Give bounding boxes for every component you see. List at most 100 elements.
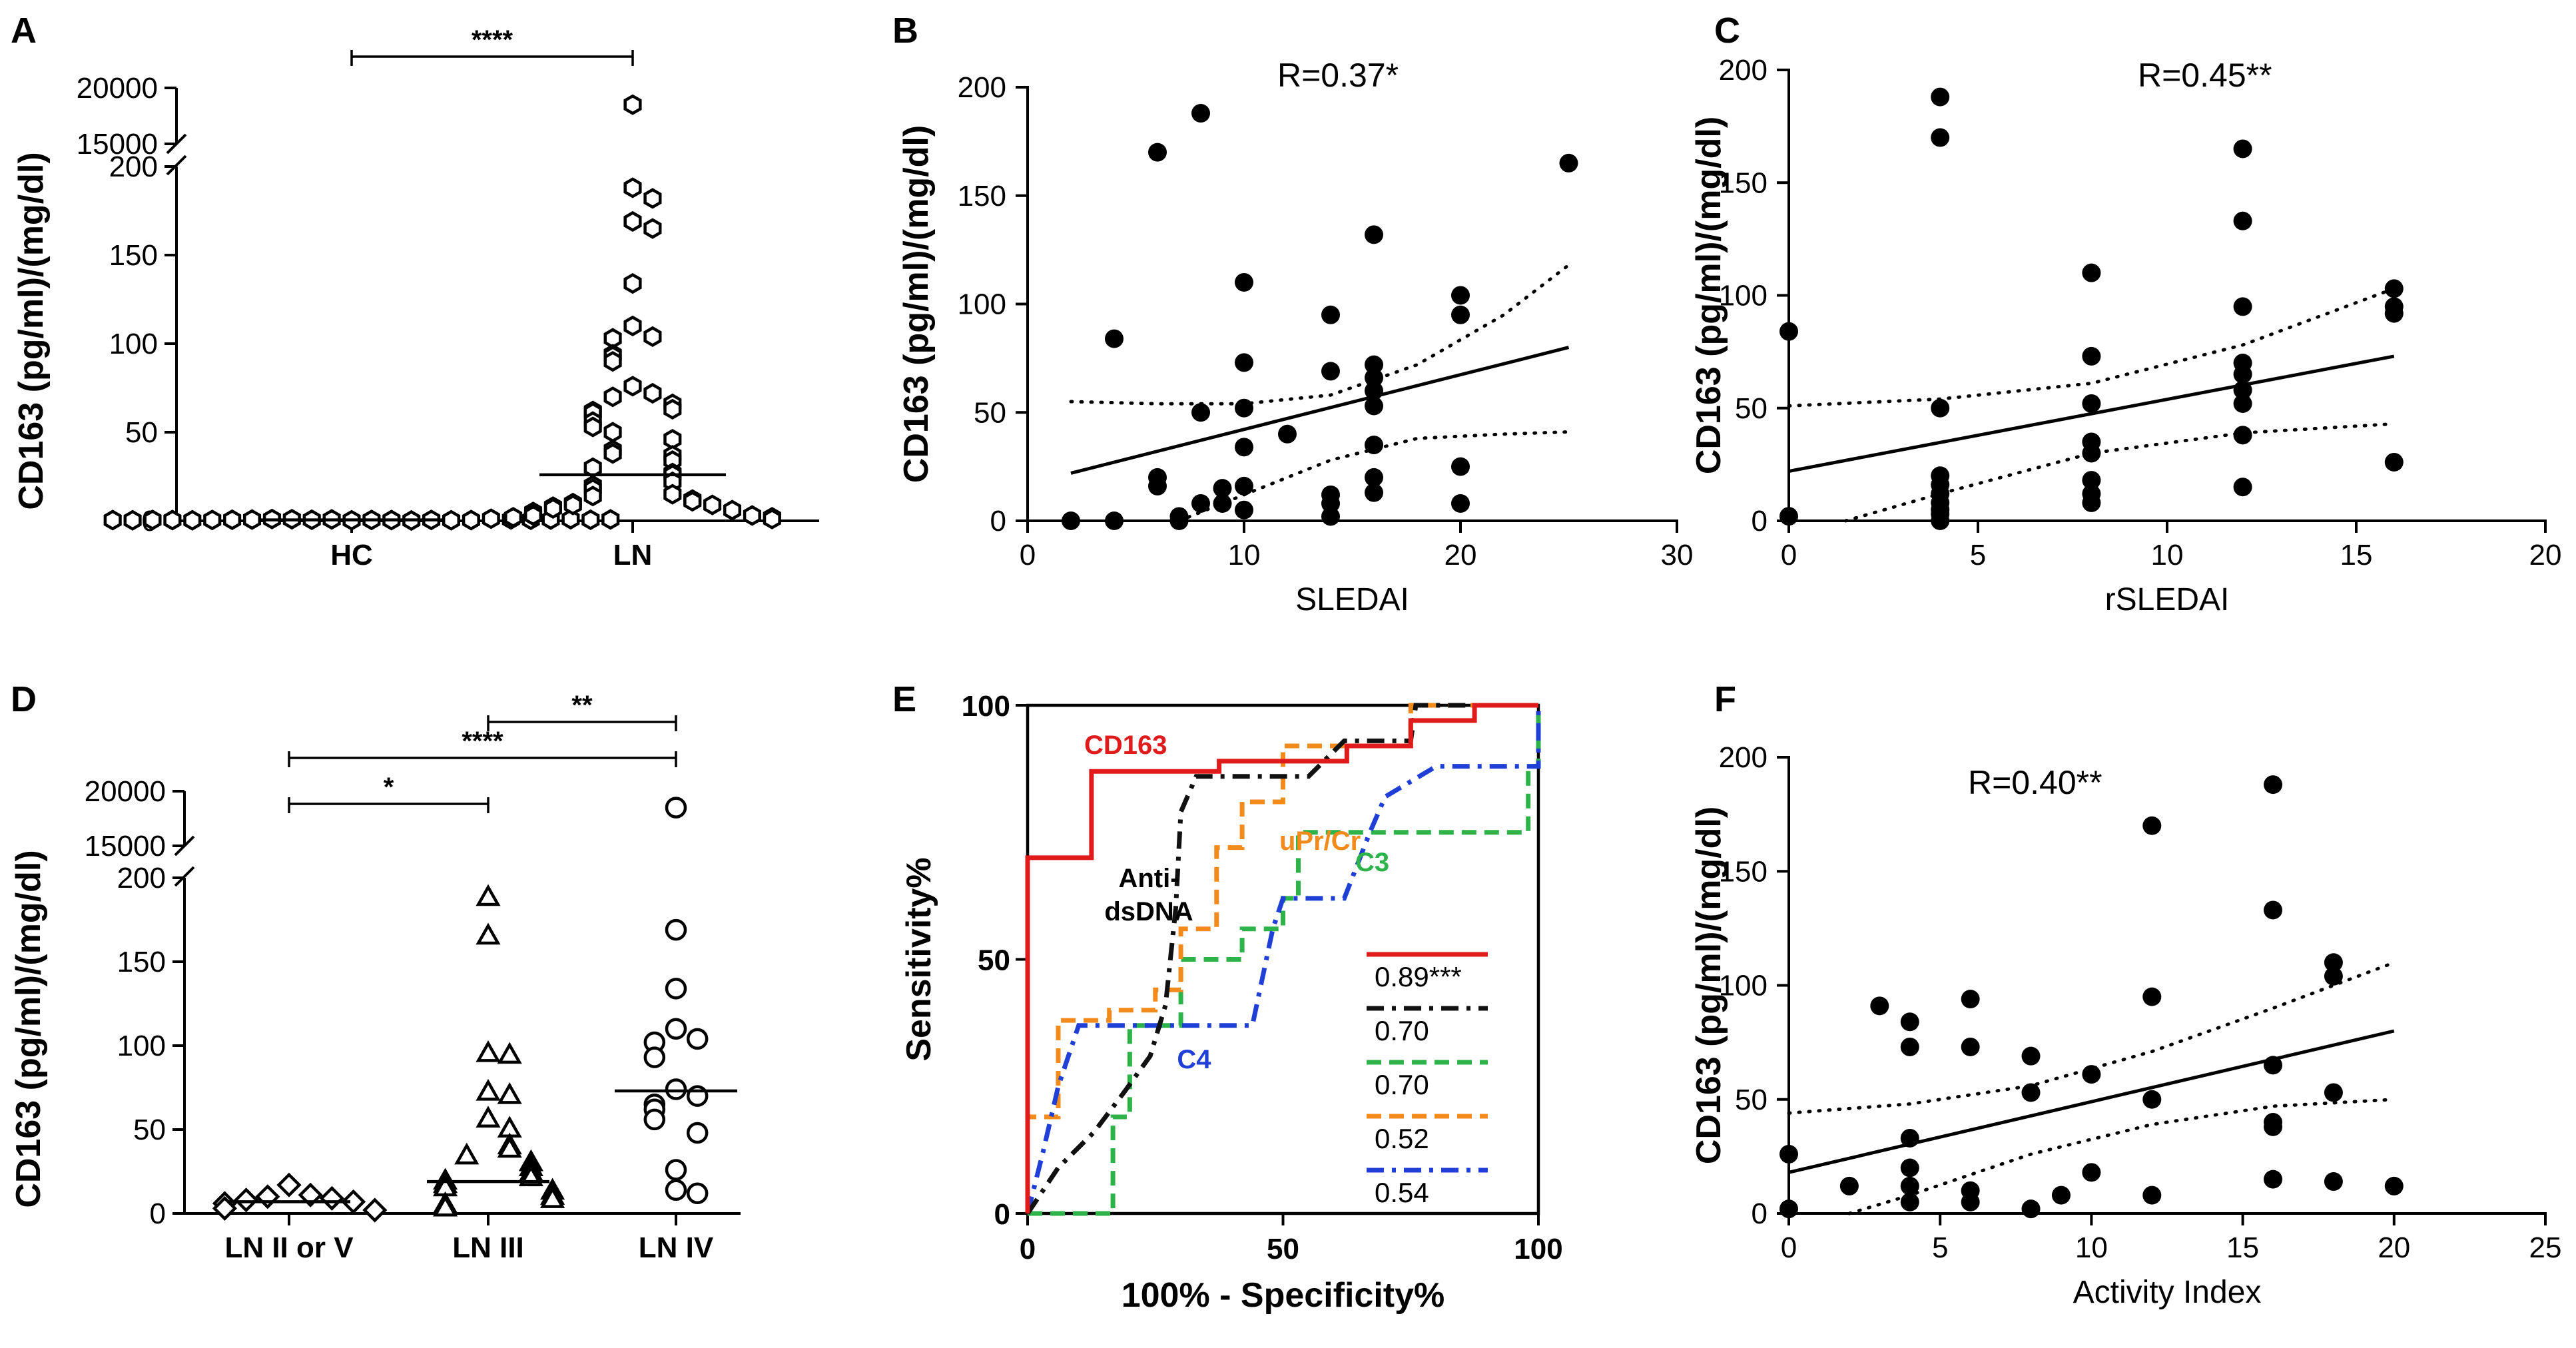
data-point xyxy=(2384,279,2404,298)
y-tick-label: 0 xyxy=(1752,1197,1768,1230)
data-point xyxy=(2324,1083,2343,1102)
y-axis-label: CD163 (pg/ml)/(mg/dl) xyxy=(1690,117,1728,474)
data-point xyxy=(1321,494,1340,513)
y-tick-label: 50 xyxy=(133,1114,166,1146)
data-point xyxy=(643,188,662,209)
data-point xyxy=(1169,511,1189,530)
data-point xyxy=(2384,304,2404,323)
data-point xyxy=(476,922,501,945)
correlation-annotation: R=0.37* xyxy=(1277,57,1399,94)
data-point xyxy=(2082,444,2101,463)
significance-label: ** xyxy=(571,691,593,720)
data-point xyxy=(603,422,622,443)
data-point xyxy=(1900,1158,1919,1178)
ci-lower-line xyxy=(1847,1098,2396,1215)
y-tick-label: 50 xyxy=(978,944,1010,977)
data-point xyxy=(2233,394,2252,413)
data-point xyxy=(643,218,662,239)
data-point xyxy=(2082,263,2101,282)
y-tick-label: 0 xyxy=(994,1198,1010,1231)
category-label: LN III xyxy=(452,1231,524,1264)
data-point xyxy=(2264,1056,2283,1075)
data-point xyxy=(1365,468,1383,487)
data-point xyxy=(643,1108,666,1131)
data-point xyxy=(1961,990,1980,1009)
data-point xyxy=(497,1042,522,1064)
data-point xyxy=(242,509,262,530)
data-point xyxy=(1451,457,1470,476)
curve-label-c3: C3 xyxy=(1355,848,1389,877)
data-point xyxy=(2082,1163,2101,1182)
data-point xyxy=(1235,438,1253,457)
roc-curve-cd163 xyxy=(1025,703,1538,1213)
roc-curve-c4 xyxy=(1025,705,1541,1214)
x-tick-label: 25 xyxy=(2529,1231,2562,1264)
data-point xyxy=(623,210,642,232)
data-point xyxy=(1213,479,1232,498)
significance-label: **** xyxy=(472,25,513,55)
data-point xyxy=(1235,476,1253,496)
y-tick-label: 0 xyxy=(990,505,1006,537)
y-tick-label: 100 xyxy=(1719,970,1768,1002)
data-point xyxy=(663,398,682,420)
roc-curve-upr-cr xyxy=(1025,703,1538,1213)
category-label: HC xyxy=(330,539,373,571)
data-point xyxy=(1931,398,1950,418)
data-point xyxy=(563,494,582,515)
data-point xyxy=(1779,1199,1798,1219)
data-point xyxy=(1321,507,1340,526)
data-point xyxy=(1278,424,1297,444)
panel-E: E 0 50 100 0 50 100 100% - Specificity% Sensitiv… xyxy=(892,679,1563,1315)
data-point xyxy=(2324,966,2343,986)
category-label: LN xyxy=(613,539,653,571)
data-point xyxy=(1900,1012,1919,1032)
data-point xyxy=(2142,987,2162,1006)
x-tick-label: 20 xyxy=(2529,539,2562,571)
x-axis-label: 100% - Specificity% xyxy=(1122,1276,1445,1315)
data-point xyxy=(2082,1065,2101,1084)
y-tick-label: 200 xyxy=(1719,741,1768,774)
data-point xyxy=(1148,143,1167,162)
data-point xyxy=(663,484,682,505)
y-tick-label: 200 xyxy=(958,71,1006,104)
significance-label: * xyxy=(384,773,394,802)
data-point xyxy=(2142,816,2162,835)
data-point xyxy=(2264,900,2283,920)
data-point xyxy=(2082,346,2101,366)
data-point xyxy=(2021,1046,2041,1066)
data-point xyxy=(1235,398,1253,418)
data-point xyxy=(665,797,687,819)
data-point xyxy=(623,273,642,294)
data-point xyxy=(2233,478,2252,497)
y-tick-label: 50 xyxy=(1735,1084,1768,1116)
panel-label-D: D xyxy=(11,679,37,719)
y-axis-label: CD163 (pg/ml)/(mg/dl) xyxy=(897,125,936,483)
curve-label-anti-dsdna: Anti-dsDNA xyxy=(1104,864,1193,926)
regression-line xyxy=(1788,354,2395,473)
y-axis-label: CD163 (pg/ml)/(mg/dl) xyxy=(12,152,51,509)
data-point xyxy=(601,509,620,530)
x-axis-label: SLEDAI xyxy=(1295,582,1409,617)
data-point xyxy=(1900,1192,1919,1211)
y-tick-label: 200 xyxy=(117,862,166,894)
data-point xyxy=(1365,381,1383,400)
data-point xyxy=(543,498,562,519)
data-point xyxy=(743,505,761,526)
data-point xyxy=(561,509,580,530)
data-point xyxy=(2264,775,2283,795)
legend-auc-label: 0.70 xyxy=(1375,1015,1429,1046)
panel-B: B 0 50 100 150 200 0 10 20 30 SLEDAI CD163 (pg/ml)/… xyxy=(892,11,1693,617)
data-point xyxy=(2324,1172,2343,1191)
data-point xyxy=(1779,1144,1798,1164)
roc-curve-anti-dsdna xyxy=(1026,703,1538,1215)
y-tick-label: 0 xyxy=(1752,505,1768,537)
data-point xyxy=(603,386,622,408)
regression-line xyxy=(1788,1029,2395,1174)
data-point xyxy=(665,1018,687,1040)
panel-label-E: E xyxy=(892,679,916,719)
data-point xyxy=(298,1182,323,1207)
x-tick-label: 15 xyxy=(2340,539,2373,571)
data-point xyxy=(1191,494,1210,513)
data-point xyxy=(643,382,662,404)
